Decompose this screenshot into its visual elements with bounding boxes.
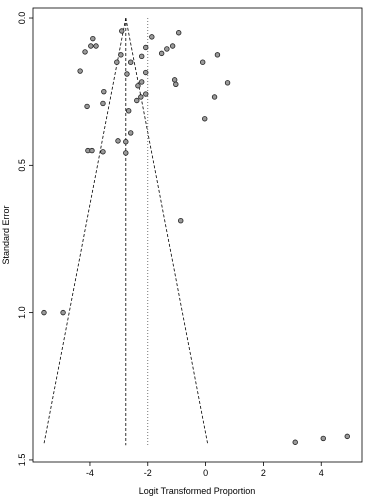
x-tick-label: 2 (261, 468, 266, 478)
data-point (202, 116, 208, 122)
y-tick-label: 1.5 (17, 454, 27, 467)
data-point (143, 44, 149, 51)
data-point (125, 108, 132, 114)
funnel-edge (43, 17, 127, 446)
data-point (114, 59, 120, 65)
data-point (139, 79, 145, 85)
data-point (143, 91, 149, 97)
data-point (128, 59, 134, 65)
data-point (82, 49, 88, 55)
data-point (119, 28, 125, 34)
funnel-edge (125, 17, 209, 446)
data-point (93, 43, 99, 49)
data-point (158, 50, 165, 57)
data-point (100, 100, 106, 107)
data-point (89, 147, 95, 154)
data-point (84, 103, 90, 110)
data-point (171, 77, 178, 83)
data-point (176, 30, 182, 36)
data-point (138, 94, 144, 100)
y-axis-title: Standard Error (1, 205, 11, 264)
data-point (90, 35, 96, 42)
plot-frame (32, 7, 363, 463)
data-point (292, 439, 298, 445)
data-point (139, 53, 145, 60)
data-point (128, 130, 134, 136)
data-point (60, 309, 66, 316)
data-point (344, 433, 350, 440)
y-tick-label: 1.0 (17, 306, 27, 319)
data-point (200, 59, 206, 65)
data-point (173, 81, 179, 88)
data-point (211, 94, 218, 100)
x-tick-label: 4 (319, 468, 324, 478)
data-point (169, 43, 176, 49)
x-axis-title: Logit Transformed Proportion (139, 486, 256, 496)
data-point (134, 97, 140, 104)
data-point (164, 46, 170, 52)
data-point (101, 88, 107, 95)
data-point (100, 149, 106, 155)
data-point (178, 218, 184, 224)
data-point (135, 83, 141, 89)
data-point (320, 435, 326, 442)
data-point (41, 309, 47, 316)
x-tick-label: 0 (203, 468, 208, 478)
data-point (118, 52, 124, 58)
data-point (143, 69, 149, 76)
data-point (123, 150, 129, 156)
y-tick-label: 0.0 (17, 12, 27, 25)
data-point (77, 68, 83, 74)
data-point (224, 80, 231, 86)
data-point (115, 138, 121, 144)
x-tick-label: -4 (86, 468, 94, 478)
y-tick-label: 0.5 (17, 159, 27, 172)
data-point (124, 71, 130, 77)
data-point (88, 43, 94, 49)
data-point (123, 139, 129, 145)
data-point (214, 52, 221, 58)
x-tick-label: -2 (144, 468, 152, 478)
data-point (149, 34, 155, 40)
